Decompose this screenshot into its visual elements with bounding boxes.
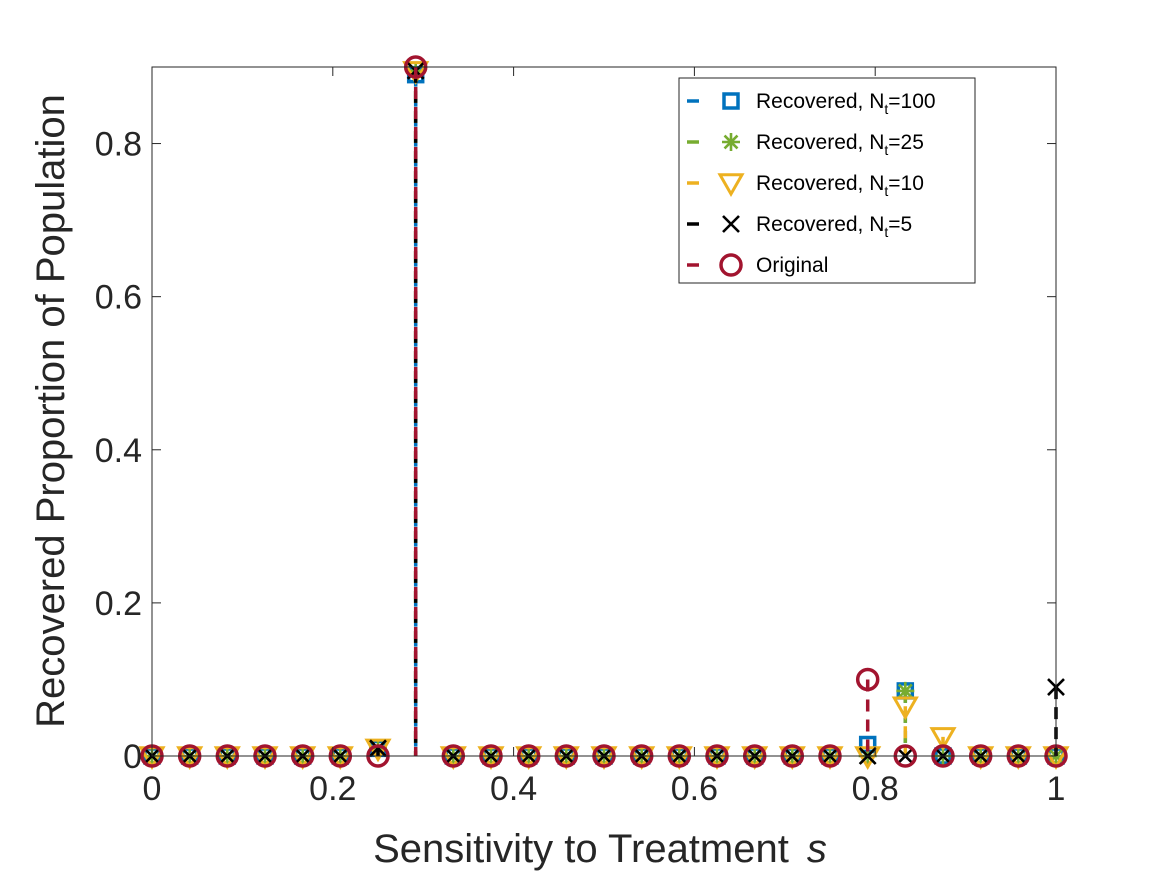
data-point <box>855 667 880 692</box>
legend-entry: Recovered, Nt=5 <box>687 213 912 240</box>
legend-label: Recovered, Nt=100 <box>756 90 936 117</box>
data-point <box>929 727 957 751</box>
legend-label: Recovered, Nt=10 <box>756 172 924 199</box>
legend-label-sub: t <box>884 224 888 240</box>
data-point <box>896 681 915 700</box>
x-axis-label: Sensitivity to Treatment s <box>373 827 827 871</box>
legend-box <box>678 77 976 284</box>
legend-label-tail: =25 <box>888 131 924 154</box>
y-tick-label: 0.4 <box>95 432 142 470</box>
y-tick-label: 0 <box>123 738 142 776</box>
legend-entry: Recovered, Nt=100 <box>687 90 936 117</box>
y-tick-label: 0.2 <box>95 585 142 623</box>
y-tick-label: 0.8 <box>95 126 142 164</box>
data-point <box>369 739 387 758</box>
legend-label-main: Recovered, N <box>756 213 884 236</box>
x-tick-label: 1 <box>1047 770 1066 808</box>
legend-label-sub: t <box>884 142 888 158</box>
legend-entry: Recovered, Nt=10 <box>687 172 924 199</box>
legend-label-tail: =5 <box>888 213 912 236</box>
data-point <box>402 61 430 85</box>
legend-marker <box>719 253 743 277</box>
data-point <box>891 696 919 721</box>
legend-label-main: Recovered, N <box>756 90 884 113</box>
plot-area-frame <box>151 66 1057 757</box>
x-tick-label: 0 <box>143 770 162 808</box>
x-axis-label-text: Sensitivity to Treatment <box>373 827 789 871</box>
legend-marker <box>717 173 745 198</box>
legend-label-sub: t <box>884 101 888 117</box>
y-tick-label: 0.6 <box>95 279 142 317</box>
axis-ticks: 0 0.2 0.4 0.6 0.8 1 0 0.2 0.4 0.6 0.8 <box>95 67 1066 808</box>
legend-label-main: Recovered, N <box>756 131 884 154</box>
legend-entry: Original <box>687 253 828 277</box>
legend-entry: Recovered, Nt=25 <box>687 131 924 158</box>
legend-marker <box>722 92 740 110</box>
legend-label-main: Recovered, N <box>756 172 884 195</box>
legend-label-tail: =10 <box>888 172 924 195</box>
x-tick-label: 0.2 <box>309 770 356 808</box>
legend-label-main: Original <box>756 254 828 277</box>
legend-marker <box>722 133 740 151</box>
x-tick-label: 0.6 <box>671 770 718 808</box>
x-tick-label: 0.8 <box>852 770 899 808</box>
y-axis-label: Recovered Proportion of Population <box>29 94 73 728</box>
x-tick-label: 0.4 <box>490 770 537 808</box>
legend-label: Recovered, Nt=25 <box>756 131 924 158</box>
legend-label: Recovered, Nt=5 <box>756 213 912 240</box>
legend-label-tail: =100 <box>888 90 935 113</box>
legend-label-sub: t <box>884 183 888 199</box>
legend-marker <box>722 215 740 233</box>
legend-label: Original <box>756 254 828 277</box>
x-axis-label-symbol: s <box>807 827 827 871</box>
